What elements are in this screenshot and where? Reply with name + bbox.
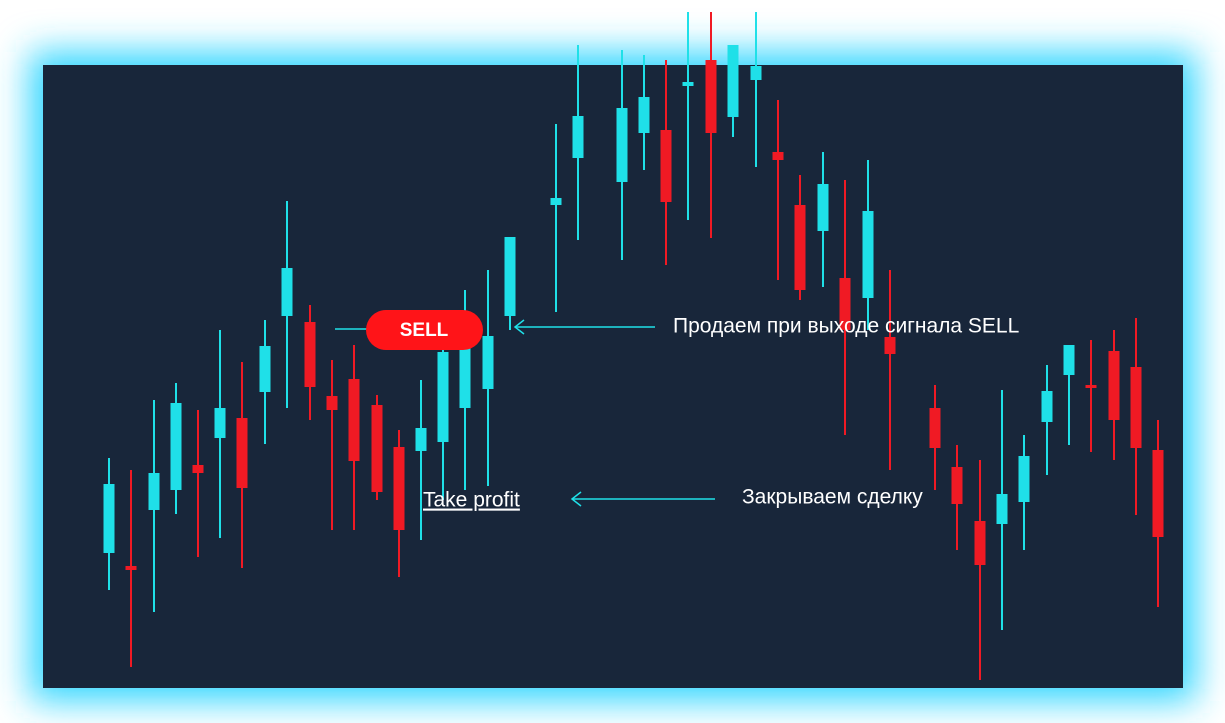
candle-body (974, 521, 986, 565)
candle-body (996, 494, 1008, 524)
sell-badge (366, 310, 483, 350)
candle-body (929, 408, 941, 448)
candle-body (170, 403, 182, 490)
candle-body (638, 97, 650, 133)
candle-body (259, 346, 271, 392)
candle-body (192, 465, 204, 473)
candle-body (393, 447, 405, 530)
sell-signal-note: Продаем при выходе сигнала SELL (673, 315, 1019, 338)
candle-body (1063, 345, 1075, 375)
candle-body (550, 198, 562, 205)
candles (103, 12, 1164, 680)
candle-body (1085, 385, 1097, 388)
candle-body (304, 322, 316, 387)
candle-body (326, 396, 338, 410)
take-profit-label: Take profit (423, 489, 520, 512)
candle-body (148, 473, 160, 510)
candle-body (125, 566, 137, 570)
candle-body (437, 352, 449, 442)
candle-body (772, 152, 784, 160)
arrow-head (570, 491, 582, 507)
close-trade-note: Закрываем сделку (742, 486, 923, 509)
candle-body (281, 268, 293, 316)
candle-body (727, 45, 739, 117)
candle-body (236, 418, 248, 488)
arrow-head (513, 319, 525, 335)
candle-body (794, 205, 806, 290)
candle-body (1152, 450, 1164, 537)
candle-body (214, 408, 226, 438)
candle-body (884, 337, 896, 354)
candle-body (1018, 456, 1030, 502)
candle-body (572, 116, 584, 158)
candle-body (348, 379, 360, 461)
candle-body (1041, 391, 1053, 422)
candle-body (660, 130, 672, 202)
candle-body (103, 484, 115, 553)
candle-body (862, 211, 874, 298)
candle-body (616, 108, 628, 182)
candle-body (1108, 351, 1120, 420)
candle-body (705, 60, 717, 133)
candle-body (1130, 367, 1142, 448)
chart-panel (43, 65, 1183, 688)
candle-body (682, 82, 694, 86)
candle-body (459, 336, 471, 408)
candle-body (504, 237, 516, 316)
candle-body (750, 66, 762, 80)
candle-body (371, 405, 383, 492)
sell-label: SELL (400, 320, 449, 341)
candle-body (839, 278, 851, 330)
candle-body (951, 467, 963, 504)
candle-body (415, 428, 427, 451)
candle-body (482, 336, 494, 389)
candle-body (817, 184, 829, 231)
